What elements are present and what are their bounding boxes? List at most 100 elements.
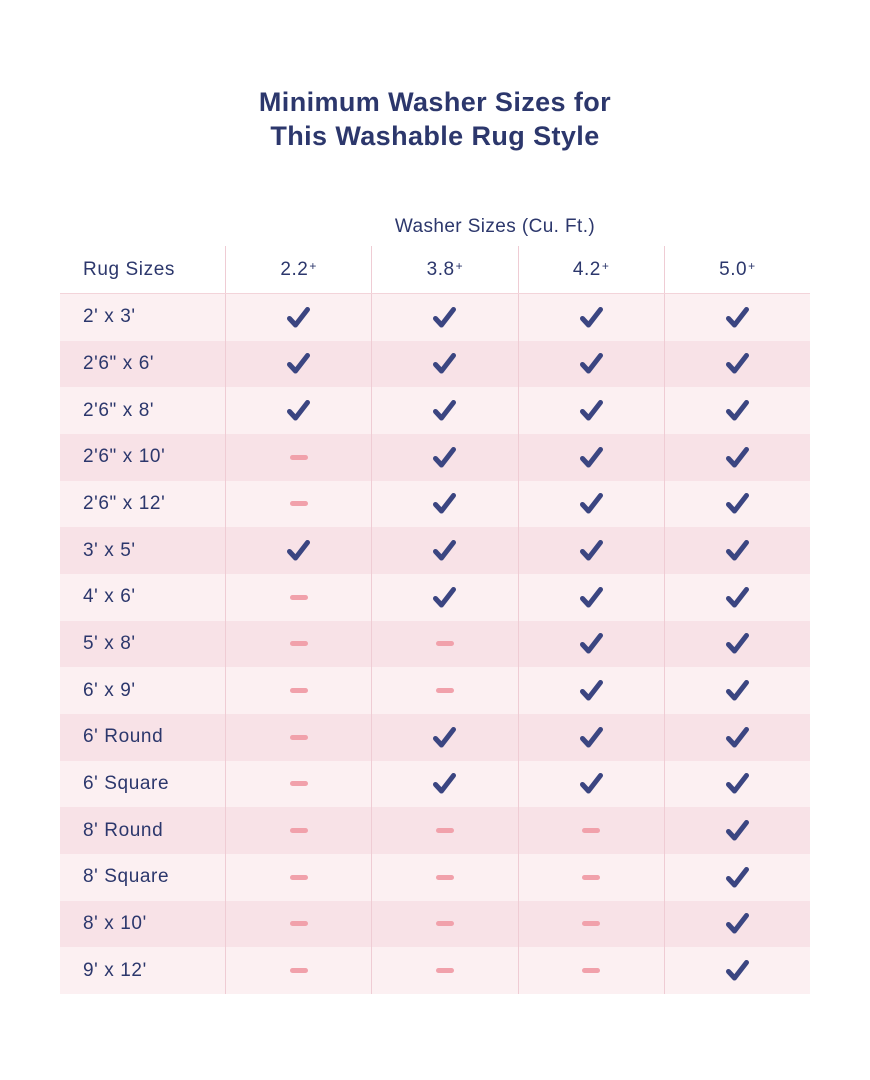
page-title-line1: Minimum Washer Sizes for: [258, 87, 612, 117]
table-row: 8' Round: [60, 807, 810, 854]
dash-cell: [225, 713, 371, 761]
check-cell: [663, 480, 810, 528]
rug-sizes-header: Rug Sizes: [83, 258, 175, 280]
check-cell: [371, 573, 517, 621]
check-icon: [579, 306, 603, 328]
check-cell: [517, 573, 664, 621]
page-title-line2: This Washable Rug Style: [270, 121, 600, 151]
check-icon: [579, 353, 603, 374]
table-row: 8' Square: [60, 853, 810, 901]
rug-size-label: 2'6" x 6': [83, 352, 155, 374]
check-cell: [517, 620, 664, 668]
check-icon: [433, 773, 457, 794]
check-icon: [579, 493, 603, 514]
check-cell: [371, 387, 517, 434]
rug-size-label: 8' Square: [83, 866, 170, 888]
dash-cell: [225, 667, 371, 714]
check-icon: [433, 400, 457, 421]
table-row: 4' x 6': [60, 573, 810, 621]
check-icon: [579, 680, 603, 701]
check-icon: [579, 446, 603, 468]
check-cell: [663, 807, 810, 854]
check-cell: [371, 294, 517, 341]
dash-cell: [371, 853, 517, 901]
check-cell: [517, 480, 664, 528]
dash-icon: [289, 781, 308, 787]
rug-size-label: 6' x 9': [83, 679, 136, 701]
dash-cell: [225, 853, 371, 901]
check-icon: [725, 540, 749, 561]
dash-cell: [371, 667, 517, 714]
table-row: 5' x 8': [60, 620, 810, 668]
check-cell: [371, 340, 517, 388]
dash-icon: [582, 874, 601, 880]
column-header-cell: 4.2+: [517, 246, 664, 293]
check-icon: [579, 400, 603, 421]
dash-cell: [517, 900, 664, 948]
dash-cell: [517, 853, 664, 901]
dash-icon: [289, 594, 308, 600]
check-cell: [663, 667, 810, 714]
dash-icon: [289, 828, 308, 834]
dash-icon: [289, 874, 308, 880]
dash-icon: [582, 968, 601, 974]
dash-cell: [371, 900, 517, 948]
page-title: Minimum Washer Sizes for This Washable R…: [0, 85, 870, 153]
check-cell: [517, 387, 664, 434]
check-cell: [663, 947, 810, 994]
table-row: 6' x 9': [60, 667, 810, 714]
dash-icon: [289, 921, 308, 927]
check-cell: [517, 527, 664, 574]
check-icon: [725, 353, 749, 374]
plus-sign: +: [748, 258, 756, 273]
check-cell: [225, 340, 371, 388]
dash-icon: [289, 454, 308, 460]
column-header-label: 3.8+: [427, 259, 463, 281]
check-cell: [517, 433, 664, 481]
table-header-row: Rug Sizes 2.2+ 3.8+ 4.2+ 5.0+: [60, 246, 810, 293]
check-icon: [579, 726, 603, 748]
check-cell: [517, 294, 664, 341]
check-cell: [663, 294, 810, 341]
rug-size-label: 8' Round: [83, 819, 164, 841]
column-header-cell: 5.0+: [663, 246, 810, 293]
rug-size-label: 6' Square: [83, 772, 170, 794]
washer-sizes-group-header: Washer Sizes (Cu. Ft.): [394, 216, 596, 237]
dash-icon: [582, 828, 601, 834]
dash-cell: [517, 807, 664, 854]
check-icon: [725, 493, 749, 514]
rug-size-label: 2'6" x 8': [83, 399, 155, 421]
dash-icon: [435, 641, 454, 647]
dash-cell: [225, 807, 371, 854]
check-cell: [517, 760, 664, 808]
dash-cell: [517, 947, 664, 994]
rug-size-label: 8' x 10': [83, 912, 147, 934]
check-cell: [663, 713, 810, 761]
column-header-label: 2.2+: [280, 259, 316, 281]
check-cell: [517, 713, 664, 761]
check-icon: [725, 866, 749, 888]
check-cell: [371, 480, 517, 528]
table-row: 2'6" x 6': [60, 340, 810, 388]
column-header-number: 3.8: [426, 258, 455, 280]
column-header-cell: 3.8+: [371, 246, 517, 293]
check-icon: [287, 306, 311, 328]
dash-icon: [435, 968, 454, 974]
plus-sign: +: [309, 258, 317, 273]
check-icon: [725, 726, 749, 748]
table-row: 2'6" x 10': [60, 433, 810, 481]
rug-size-label: 6' Round: [83, 726, 164, 748]
check-cell: [663, 900, 810, 948]
rug-size-label: 5' x 8': [83, 632, 136, 654]
check-icon: [433, 353, 457, 374]
dash-icon: [435, 828, 454, 834]
table-row: 8' x 10': [60, 900, 810, 948]
check-icon: [579, 633, 603, 654]
check-icon: [433, 540, 457, 561]
dash-cell: [371, 947, 517, 994]
check-icon: [287, 540, 311, 561]
dash-icon: [289, 688, 308, 694]
dash-icon: [435, 688, 454, 694]
dash-icon: [435, 874, 454, 880]
plus-sign: +: [455, 258, 464, 273]
